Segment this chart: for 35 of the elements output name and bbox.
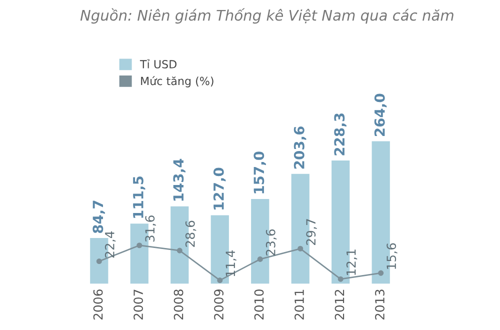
text: Nguồn: Niên giám Thống kê Việt Nam qua các năm <box>80 8 454 24</box>
x-tick-label: 2008 <box>174 290 184 320</box>
data-label: 157,0 <box>254 152 266 194</box>
x-tick-label: 2006 <box>93 289 103 320</box>
data-label: 29,7 <box>306 219 317 245</box>
x-tick-label: 2007 <box>134 290 144 320</box>
data-label: 31,6 <box>145 216 156 242</box>
point <box>136 242 142 248</box>
x-tick-label: 2011 <box>294 290 304 320</box>
data-label: 22,4 <box>104 231 116 258</box>
data-label: 143,4 <box>173 158 186 201</box>
data-label: 12,1 <box>346 250 358 275</box>
data-label: 111,5 <box>133 176 146 218</box>
x-tick-label: 2010 <box>254 289 264 320</box>
data-label: 264,0 <box>374 94 387 136</box>
point <box>96 258 102 264</box>
data-label: 203,6 <box>294 126 306 169</box>
x-tick-label: 2013 <box>375 290 384 320</box>
point <box>217 278 223 284</box>
data-label: 11,4 <box>226 250 236 276</box>
legend-label: Mức tăng (%) <box>141 76 214 88</box>
point <box>298 246 304 252</box>
data-label: 228,3 <box>334 114 346 156</box>
point <box>257 256 263 262</box>
point <box>378 270 384 276</box>
data-label: 127,0 <box>213 168 226 210</box>
data-label: 28,6 <box>185 220 196 247</box>
data-label: 23,6 <box>266 229 277 256</box>
point <box>176 248 182 254</box>
data-label: 15,6 <box>386 243 398 269</box>
x-tick-label: 2012 <box>334 290 344 320</box>
x-tick-label: 2009 <box>214 290 224 320</box>
legend-label: Tỉ USD <box>140 59 176 68</box>
point <box>338 276 344 282</box>
data-label: 84,7 <box>92 200 105 234</box>
